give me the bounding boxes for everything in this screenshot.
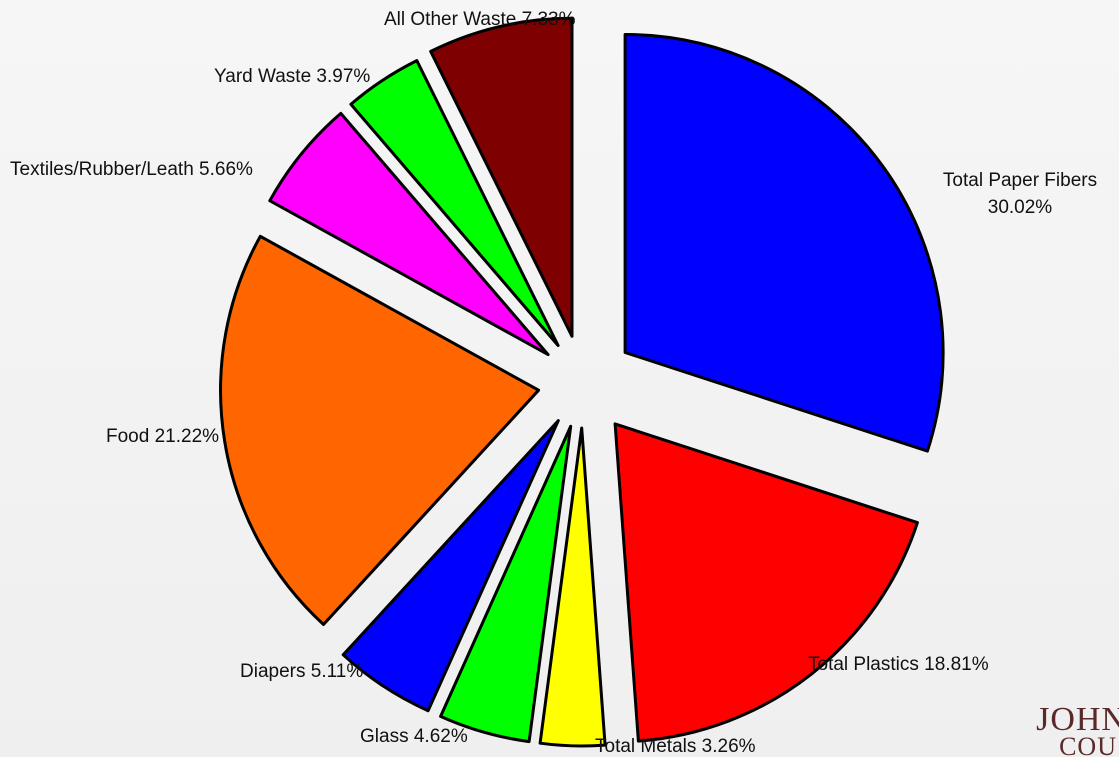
pie-slice-total-metals: [538, 426, 607, 748]
pie-slice-all-other-waste: [429, 16, 574, 338]
slice-label-total-metals: Total Metals 3.26%: [595, 736, 756, 757]
pie-slice-textiles-rubber-leath: [268, 111, 550, 357]
slice-label-total-plastics: Total Plastics 18.81%: [808, 654, 989, 675]
slice-label-food: Food 21.22%: [106, 426, 219, 447]
slice-label-all-other-waste: All Other Waste 7.33%: [384, 9, 576, 30]
pie-slice-yard-waste: [349, 59, 560, 347]
pie-slice-glass: [439, 424, 573, 744]
slice-label-textiles-rubber-leath: Textiles/Rubber/Leath 5.66%: [10, 159, 253, 180]
pie-slice-food: [219, 234, 541, 626]
logo-line-1: JOHN: [1036, 701, 1119, 738]
pie-slice-total-paper-fibers: [623, 33, 945, 453]
slice-label-diapers: Diapers 5.11%: [240, 661, 363, 682]
slice-label-yard-waste: Yard Waste 3.97%: [214, 66, 370, 87]
slice-label-glass: Glass 4.62%: [360, 726, 468, 747]
slice-label-total-paper-fibers: Total Paper Fibers 30.02%: [943, 170, 1097, 218]
logo-line-2: COU: [1059, 732, 1117, 757]
pie-slice-total-plastics: [613, 422, 919, 743]
pie-slice-diapers: [341, 419, 560, 713]
logo: JOHN COU: [1027, 703, 1119, 757]
